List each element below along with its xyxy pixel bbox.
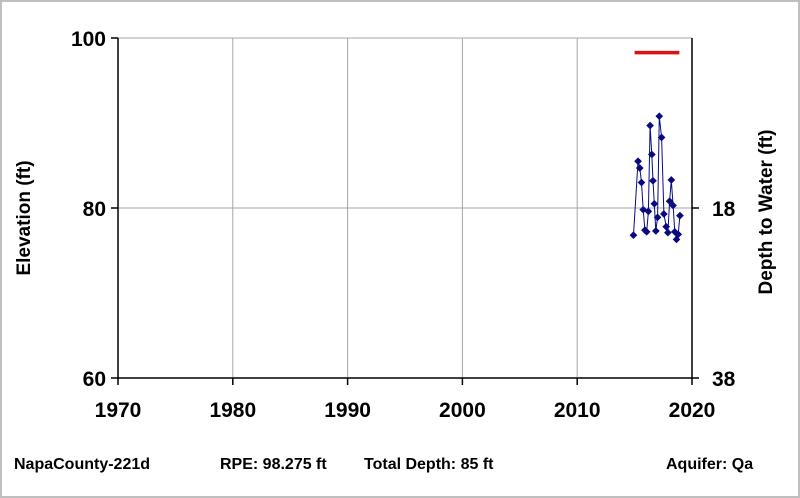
data-point (665, 197, 674, 206)
y-tick-label: 60 (83, 368, 106, 391)
data-point (649, 176, 657, 185)
x-tick-label: 1980 (209, 399, 256, 422)
y-axis-title-right: Depth to Water (ft) (756, 130, 777, 295)
x-tick-label: 1970 (95, 399, 142, 422)
data-point (663, 228, 672, 237)
y-axis-title-left: Elevation (ft) (14, 160, 35, 275)
y-tick-label: 100 (71, 28, 106, 51)
aquifer-label: Aquifer: Qa (666, 456, 754, 473)
data-point (653, 213, 662, 222)
y-right-tick-label: 18 (712, 198, 736, 221)
data-point (667, 175, 676, 184)
total-depth-label: Total Depth: 85 ft (364, 456, 494, 473)
data-point (662, 222, 671, 231)
x-tick-label: 2010 (554, 399, 601, 422)
data-point (642, 227, 651, 236)
data-point (674, 230, 683, 239)
data-point (651, 226, 660, 235)
data-point (659, 209, 668, 218)
well-id-label: NapaCounty-221d (14, 456, 151, 473)
data-point (629, 231, 638, 240)
data-point (644, 207, 653, 216)
data-point (657, 133, 666, 142)
y-tick-label: 80 (83, 198, 106, 221)
data-point (634, 157, 642, 166)
data-point (646, 121, 655, 130)
rpe-label: RPE: 98.275 ft (220, 456, 327, 473)
data-point (655, 112, 664, 121)
data-point (637, 178, 646, 187)
y-right-tick-label: 38 (712, 368, 736, 391)
data-point (647, 150, 656, 159)
data-point (669, 201, 678, 210)
data-point (675, 211, 684, 220)
data-point (650, 199, 659, 208)
x-tick-label: 2020 (669, 399, 716, 422)
x-tick-label: 2000 (439, 399, 486, 422)
data-point (635, 164, 644, 173)
x-tick-label: 1990 (324, 399, 371, 422)
